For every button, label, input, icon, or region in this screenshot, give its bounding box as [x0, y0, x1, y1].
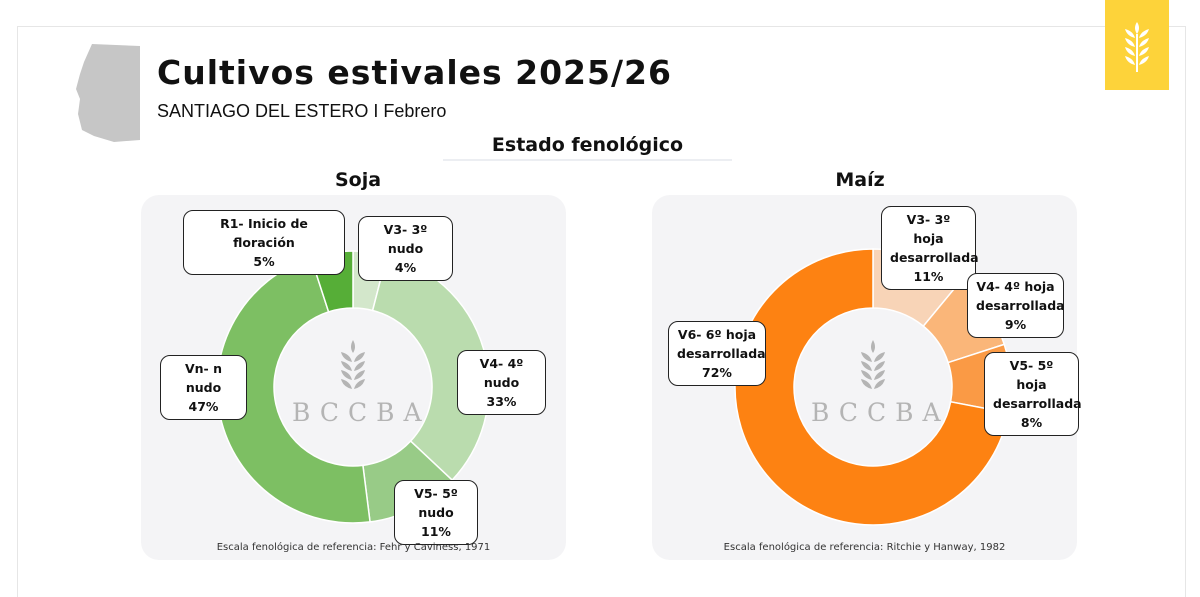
wheat-watermark-icon	[861, 340, 885, 389]
maiz-title: Maíz	[835, 169, 885, 191]
soja-label-v5: V5- 5º nudo 11%	[394, 480, 478, 545]
soja-chart-panel: BCCBA V3- 3º nudo 4% V4- 4º nudo 33% V5- 5…	[141, 195, 566, 560]
soja-label-r1: R1- Inicio de floración 5%	[183, 210, 345, 275]
brand-badge	[1105, 0, 1169, 90]
soja-label-vn: Vn- n nudo 47%	[160, 355, 247, 420]
wheat-icon	[1125, 22, 1149, 72]
wheat-watermark-icon	[341, 340, 365, 389]
page-subtitle: SANTIAGO DEL ESTERO I Febrero	[157, 101, 447, 121]
soja-reference-note: Escala fenológica de referencia: Fehr y …	[216, 542, 491, 553]
page-title: Cultivos estivales 2025/26	[157, 53, 672, 92]
maiz-label-v4: V4- 4º hoja desarrollada 9%	[967, 273, 1065, 338]
maiz-label-v3: V3- 3º hoja desarrollada 11%	[881, 206, 979, 290]
maiz-label-v6: V6- 6º hoja desarrollada 72%	[668, 321, 766, 386]
province-map-icon	[76, 44, 140, 142]
bccba-watermark: BCCBA	[811, 398, 950, 427]
section-title: Estado fenológico	[443, 134, 732, 161]
maiz-chart-panel: BCCBA V3- 3º hoja desarrollada 11% V4- 4º…	[652, 195, 1082, 560]
bccba-watermark: BCCBA	[292, 398, 431, 427]
report-frame	[17, 26, 1186, 597]
donut-slice	[371, 254, 490, 482]
soja-label-v3: V3- 3º nudo 4%	[358, 216, 453, 281]
donut-slice	[734, 248, 1010, 526]
maiz-reference-note: Escala fenológica de referencia: Ritchie…	[723, 542, 1006, 553]
soja-label-v4: V4- 4º nudo 33%	[457, 350, 546, 415]
maiz-label-v5: V5- 5º hoja desarrollada 8%	[984, 352, 1082, 436]
soja-title: Soja	[334, 169, 382, 191]
